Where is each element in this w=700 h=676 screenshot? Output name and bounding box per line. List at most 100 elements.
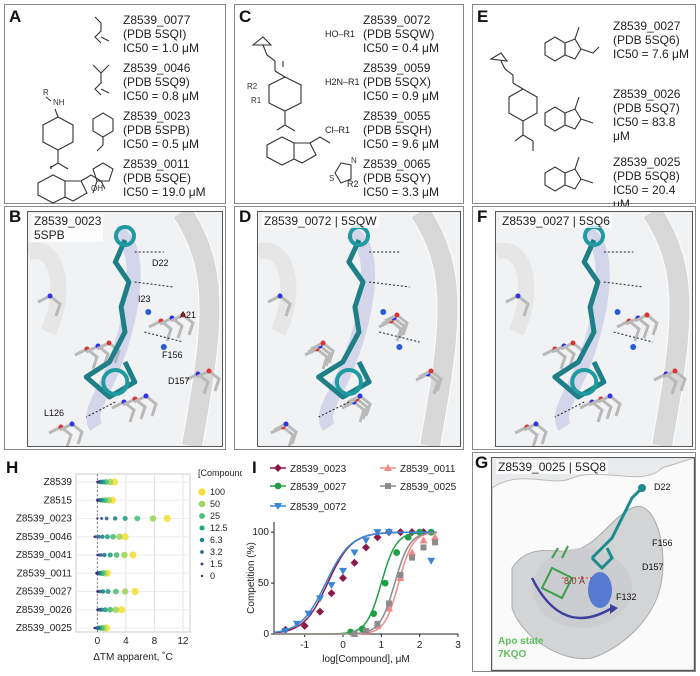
- x-tick-label: -1: [300, 640, 309, 651]
- panel-g: G D22 F156 D157 F132 8.0 Å Apo state 7KQ…: [472, 452, 696, 672]
- data-point: [385, 604, 393, 612]
- density-mesh: [555, 225, 610, 431]
- data-point: [100, 589, 106, 594]
- compound-pdb: (PDB 5SQW): [363, 27, 435, 41]
- data-point: [104, 516, 109, 521]
- data-point: [118, 606, 126, 614]
- legend-label: 1.5: [210, 559, 223, 569]
- legend-swatch: [198, 488, 206, 496]
- svg-text:N: N: [351, 156, 357, 165]
- panel-i: I -1 0 1 2 3 0 50 100 log[Compound], μM Competiti…: [244, 456, 466, 672]
- panel-e-label: E: [477, 7, 489, 26]
- helix-ribbon-shade: [173, 212, 220, 446]
- data-point: [106, 478, 114, 486]
- residue-f156-label: F156: [162, 350, 183, 360]
- x-tick-label: 2: [417, 640, 423, 651]
- helix-ribbon-left: [258, 242, 297, 336]
- panel-e-compound-0027: Z8539_0027 (PDB 5SQ6) IC50 = 7.6 μM: [613, 19, 689, 61]
- panel-e-compound-0025: Z8539_0025 (PDB 5SQ8) IC50 = 20.4 μM: [613, 155, 695, 211]
- category-label: Z8539_0011: [17, 568, 73, 579]
- data-point: [102, 607, 108, 613]
- panel-c-compound-0065: Z8539_0065 (PDB 5SQY) IC50 = 3.3 μM: [363, 157, 439, 199]
- residue-atom: [283, 421, 289, 427]
- data-point: [96, 572, 99, 575]
- data-point: [100, 534, 105, 539]
- legend-swatch: [200, 550, 204, 554]
- g-residue-d157-label: D157: [642, 562, 664, 572]
- residue-l126-label: L126: [44, 408, 64, 418]
- residue-stick: [588, 397, 613, 420]
- water: [380, 309, 387, 315]
- series-line: [274, 531, 437, 635]
- data-point: [112, 516, 118, 521]
- legend-label: 100: [210, 487, 225, 497]
- residue-atom: [206, 368, 212, 374]
- water: [396, 344, 403, 350]
- data-point: [363, 627, 369, 634]
- legend-swatch: [200, 562, 204, 566]
- residue-stick: [597, 394, 622, 417]
- data-point: [93, 626, 96, 630]
- data-point: [96, 608, 99, 611]
- legend-swatch: [199, 537, 205, 543]
- g-distance-label: 8.0 Å: [564, 576, 585, 586]
- residue-stick: [514, 425, 539, 446]
- water: [145, 309, 152, 315]
- data-point: [370, 610, 378, 618]
- panel-a-compound-0011: Z8539_0011 (PDB 5SQE) IC50 = 19.0 μM: [123, 157, 206, 199]
- data-point: [131, 587, 139, 596]
- residue-a21-label: A21: [180, 310, 196, 320]
- data-point: [112, 606, 120, 613]
- legend-label: Z8539_0027: [290, 482, 347, 493]
- legend-marker: [384, 464, 392, 471]
- panel-c-group-0065: R2: [347, 179, 359, 189]
- panel-a-scaffold-structure: R NH OH: [13, 35, 113, 210]
- panel-a-oh-text: OH: [91, 184, 103, 193]
- panel-h: H 0 4 8 12 Z8539 Z8515 Z8539_0023 Z8539_0046 Z85…: [4, 456, 242, 672]
- residue-atom: [357, 393, 363, 399]
- ligand-ring: [334, 368, 363, 396]
- density-mesh: [319, 225, 376, 431]
- legend-marker: [274, 482, 282, 490]
- residue-atom: [428, 368, 434, 374]
- residue-stick: [133, 394, 158, 417]
- compound-pdb: (PDB 5SQ6): [613, 33, 680, 47]
- compound-ic50: IC50 = 0.4 μM: [363, 41, 439, 55]
- panel-g-surface-svg: D22 F156 D157 F132 8.0 Å Apo state 7KQO: [492, 458, 694, 670]
- panel-g-caption: Z8539_0025 | 5SQ8: [496, 460, 608, 474]
- data-point: [427, 557, 436, 565]
- panel-d: D Z8539_0072 | 5SQW: [234, 206, 464, 450]
- residue-atom: [394, 312, 400, 318]
- category-label: Z8539_0041: [16, 550, 73, 561]
- panel-f: F Z8539_0027 | 5SQ6: [472, 206, 696, 450]
- panel-b: B Z8539_0023 5SPB D22 I23 A21 F156 D157 …: [4, 206, 226, 450]
- compound-id: Z8539_0025: [613, 155, 681, 169]
- series-line: [274, 531, 437, 635]
- compound-id: Z8539_0072: [363, 13, 431, 27]
- data-point: [373, 533, 382, 542]
- data-point: [339, 574, 347, 582]
- legend-label: 50: [210, 499, 220, 509]
- data-point: [397, 571, 404, 578]
- panel-a-compound-0077: Z8539_0077 (PDB 5SQI) IC50 = 1.0 μM: [123, 13, 199, 55]
- helix-ribbon-shade: [643, 212, 690, 446]
- residue-stick: [59, 422, 84, 445]
- data-point: [327, 582, 336, 590]
- hbond: [318, 401, 350, 418]
- residue-atom: [47, 293, 53, 299]
- compound-ic50: IC50 = 1.0 μM: [123, 41, 199, 55]
- data-point: [432, 539, 438, 546]
- data-point: [96, 553, 99, 557]
- legend-label: Z8539_0023: [290, 464, 347, 475]
- residue-atom: [644, 312, 650, 318]
- x-tick-label: 1: [379, 640, 385, 651]
- hbond: [379, 331, 420, 343]
- legend-swatch: [199, 525, 205, 531]
- legend-label: 3.2: [210, 547, 223, 557]
- series-line: [274, 531, 437, 635]
- data-point: [374, 620, 381, 627]
- helix-ribbon-shade: [411, 212, 458, 446]
- y-axis-label: Competition (%): [246, 542, 257, 614]
- panel-c-group-0055: Cl–R1: [325, 125, 351, 135]
- data-point: [129, 551, 137, 559]
